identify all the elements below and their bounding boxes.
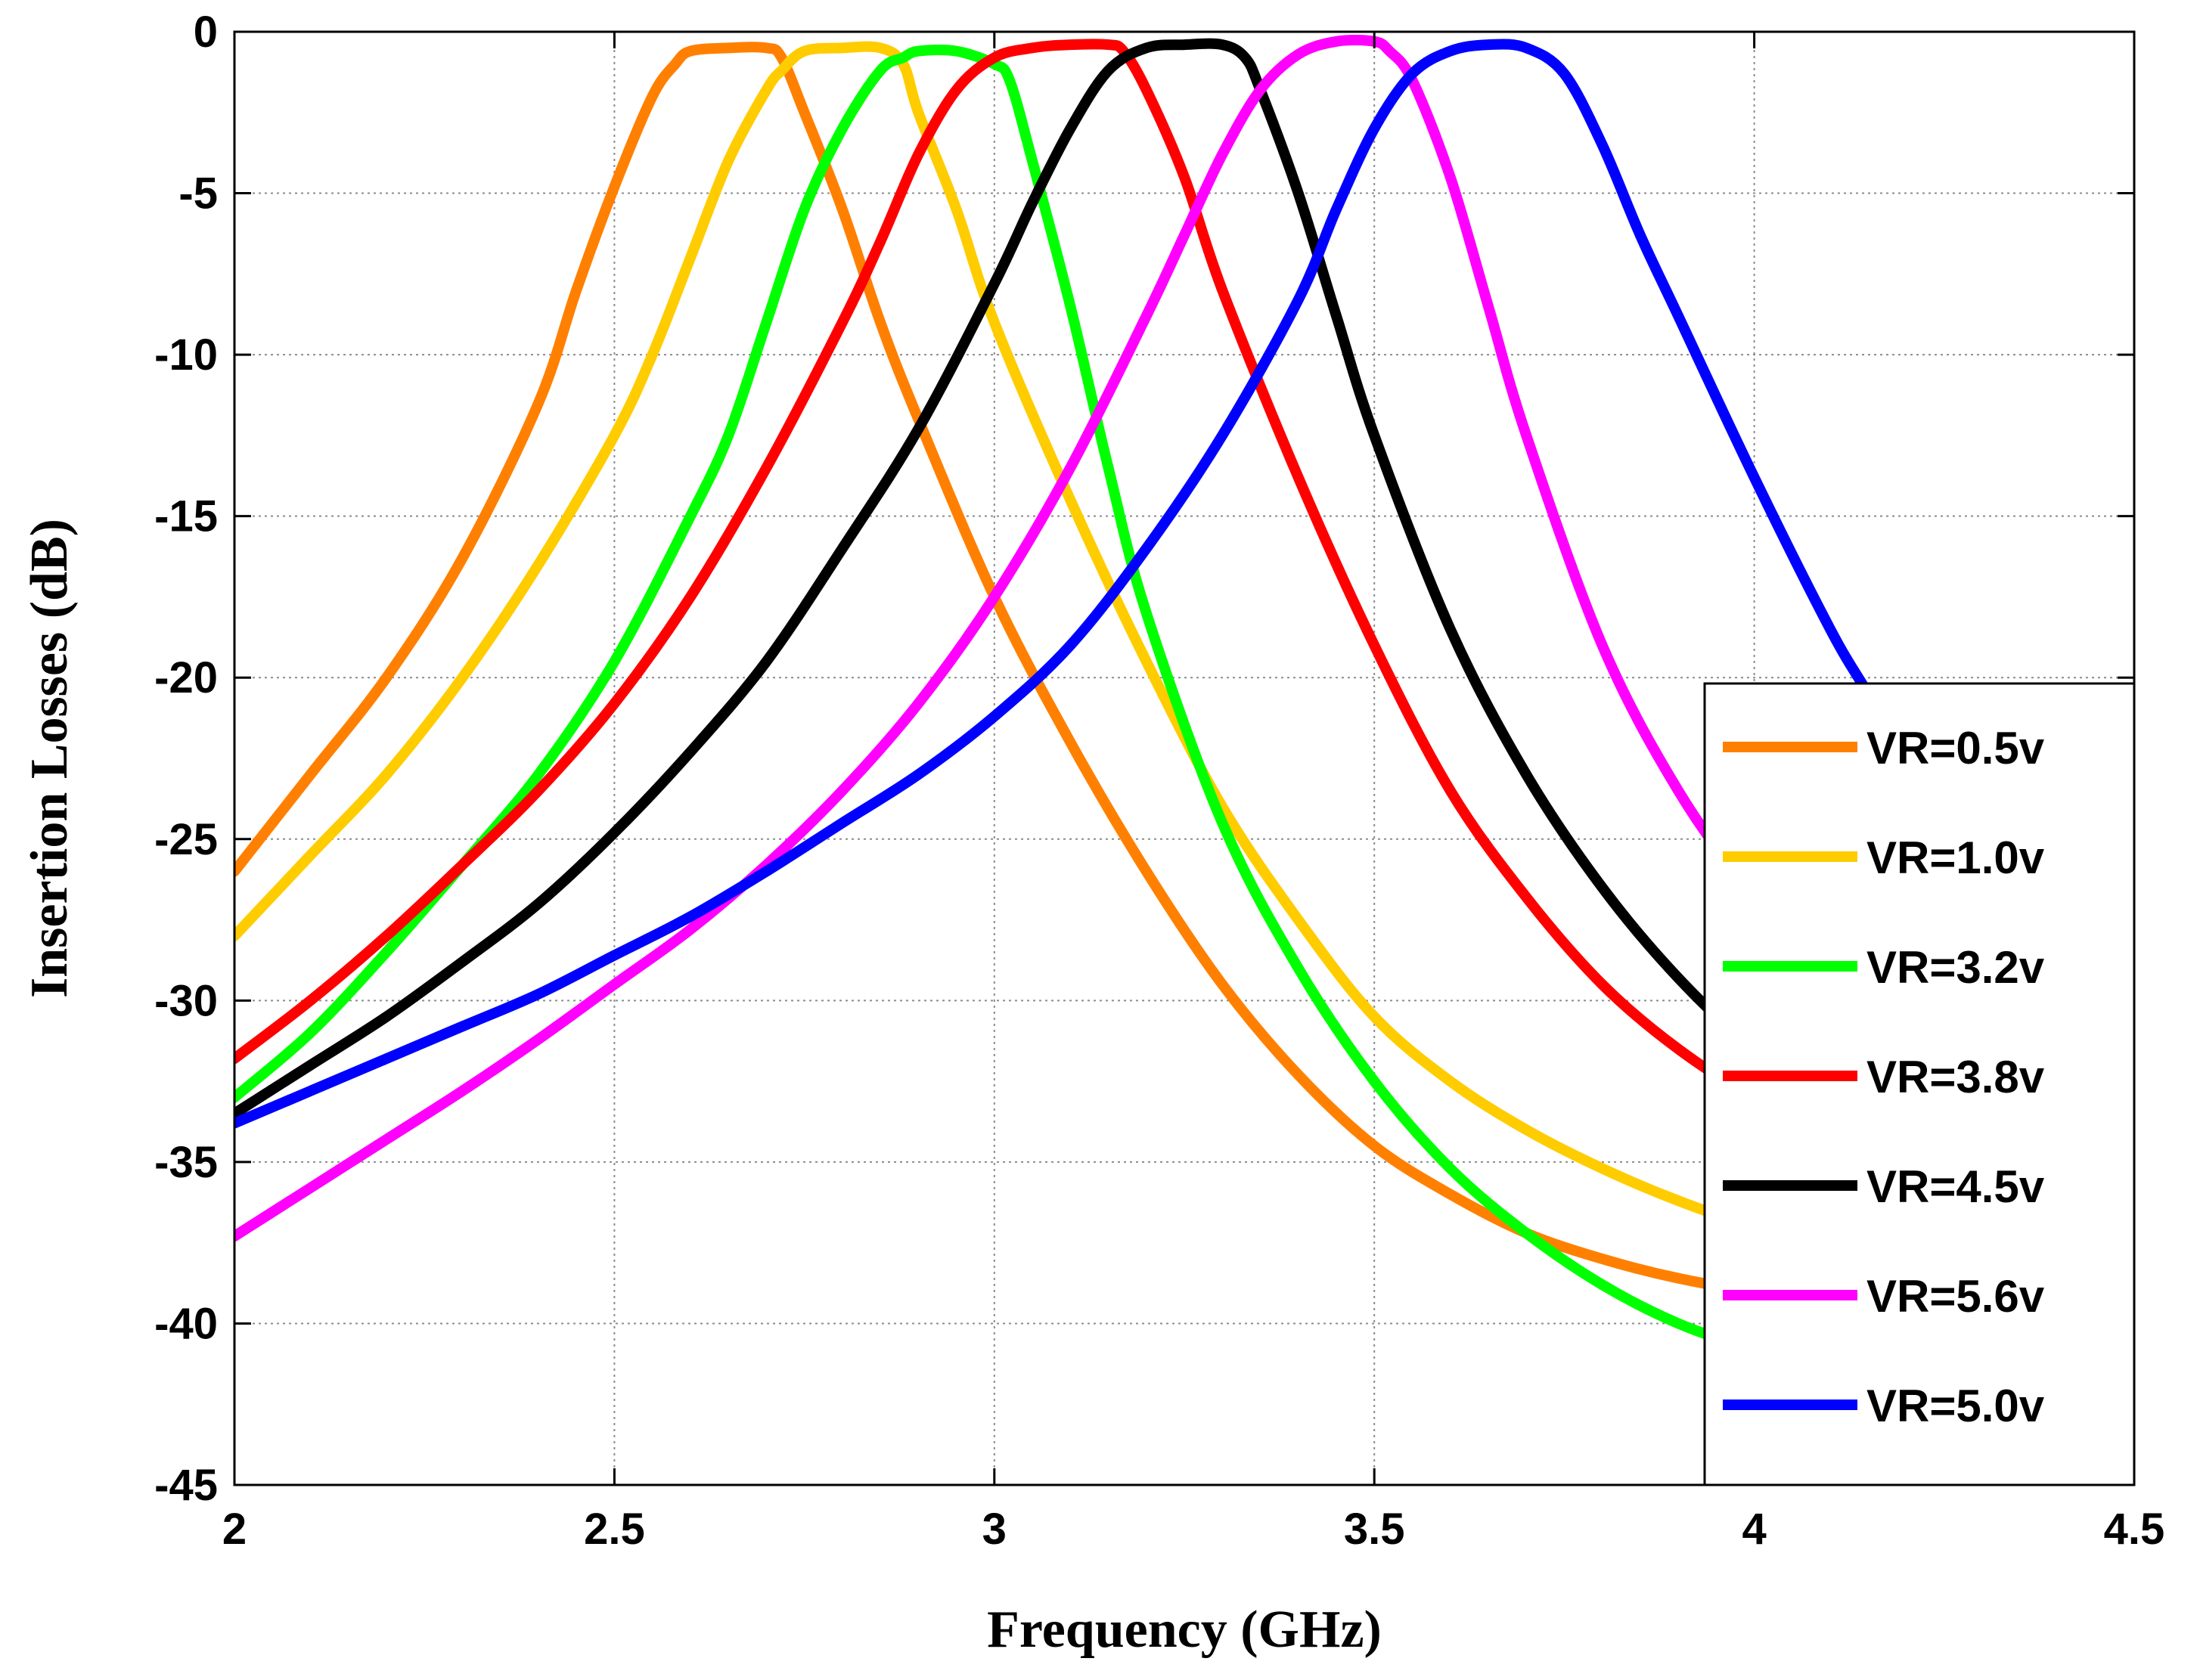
x-tick-label: 3.5: [1344, 1505, 1405, 1554]
y-tick-label: -20: [154, 653, 218, 702]
legend-label-vr-5-6v: VR=5.6v: [1866, 1271, 2045, 1322]
x-tick-label: 4: [1742, 1505, 1766, 1554]
x-axis-title: Frequency (GHz): [987, 1601, 1382, 1659]
x-tick-label: 3: [982, 1505, 1007, 1554]
y-tick-label: -30: [154, 976, 218, 1025]
tick-layer: 2 2.5 3 3.5 4 4.5 0 -5 -10 -15 -20 -25 -30 -35 -40 -45: [154, 8, 2164, 1554]
legend-label-vr-5-0v: VR=5.0v: [1866, 1381, 2045, 1431]
y-axis-title: Insertion Losses (dB): [20, 519, 79, 998]
y-tick-label: 0: [194, 8, 218, 57]
x-tick-label: 2.5: [584, 1505, 645, 1554]
y-tick-label: -40: [154, 1299, 218, 1348]
y-tick-label: -15: [154, 492, 218, 541]
y-tick-label: -5: [178, 169, 218, 219]
legend-label-vr-1-0v: VR=1.0v: [1866, 832, 2045, 883]
y-tick-label: -10: [154, 330, 218, 380]
x-tick-label: 2: [222, 1505, 247, 1554]
legend: VR=0.5v VR=1.0v VR=3.2v VR=3.8v VR=4.5v VR=5.…: [1703, 682, 2136, 1486]
legend-label-vr-0-5v: VR=0.5v: [1866, 723, 2045, 773]
series-line-vr-5-0v: [234, 39, 2134, 1129]
y-tick-label: -45: [154, 1461, 218, 1510]
legend-box: [1703, 682, 2136, 1486]
series-line-vr-3-2v: [234, 45, 2134, 1410]
legend-label-vr-4-5v: VR=4.5v: [1866, 1161, 2045, 1212]
grid-layer: [234, 32, 2134, 1485]
y-tick-label: -25: [154, 815, 218, 864]
y-tick-label: -35: [154, 1138, 218, 1187]
legend-label-vr-3-2v: VR=3.2v: [1866, 942, 2045, 993]
x-tick-label: 4.5: [2104, 1505, 2165, 1554]
legend-label-vr-3-8v: VR=3.8v: [1866, 1052, 2045, 1102]
